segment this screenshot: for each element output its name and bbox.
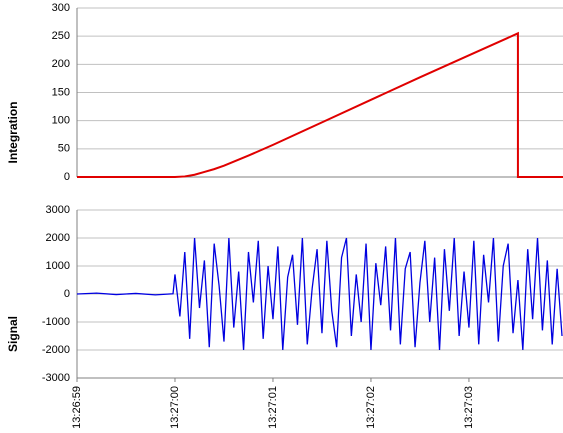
- y-tick-label: 2000: [46, 232, 70, 244]
- x-tick-label: 13:27:02: [365, 386, 377, 429]
- x-tick-label: 13:27:03: [463, 386, 475, 429]
- y-tick-label: 100: [52, 115, 70, 127]
- x-tick-label: 13:26:59: [71, 386, 83, 429]
- y-tick-label: 1000: [46, 260, 70, 272]
- y-axis-label: Integration: [6, 102, 20, 164]
- y-tick-label: 50: [58, 143, 70, 155]
- x-tick-label: 13:27:00: [169, 386, 181, 429]
- y-tick-label: 300: [52, 2, 70, 14]
- series-line: [76, 237, 563, 351]
- y-tick-label: -3000: [42, 372, 70, 384]
- y-tick-label: 250: [52, 30, 70, 42]
- y-tick-label: 3000: [46, 204, 70, 216]
- y-tick-label: 150: [52, 86, 70, 98]
- y-tick-label: -1000: [42, 316, 70, 328]
- y-tick-label: 0: [64, 288, 70, 300]
- y-tick-label: 200: [52, 58, 70, 70]
- y-axis-label: Signal: [6, 316, 20, 352]
- x-tick-label: 13:27:01: [267, 386, 279, 429]
- y-tick-label: 0: [64, 171, 70, 183]
- y-tick-label: -2000: [42, 344, 70, 356]
- series-line: [77, 31, 563, 178]
